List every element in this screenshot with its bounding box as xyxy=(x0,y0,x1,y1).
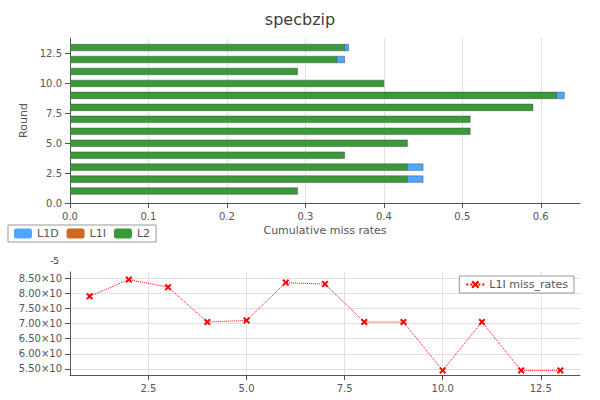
svg-text:0.0: 0.0 xyxy=(62,211,78,222)
svg-text:12.5: 12.5 xyxy=(530,383,552,394)
svg-text:7.00×10: 7.00×10 xyxy=(19,318,62,329)
svg-text:2.5: 2.5 xyxy=(46,168,62,179)
svg-text:10.0: 10.0 xyxy=(40,78,62,89)
svg-text:0.2: 0.2 xyxy=(219,211,235,222)
svg-text:10.0: 10.0 xyxy=(432,383,454,394)
svg-text:7.50×10: 7.50×10 xyxy=(19,303,62,314)
svg-text:L2: L2 xyxy=(137,227,150,240)
svg-text:0.1: 0.1 xyxy=(141,211,157,222)
svg-text:7.5: 7.5 xyxy=(337,383,353,394)
svg-text:8.50×10: 8.50×10 xyxy=(19,273,62,284)
svg-text:0.4: 0.4 xyxy=(376,211,392,222)
svg-text:6.50×10: 6.50×10 xyxy=(19,333,62,344)
svg-text:L1D: L1D xyxy=(37,227,59,240)
svg-text:Round: Round xyxy=(17,103,30,138)
svg-text:12.5: 12.5 xyxy=(40,48,62,59)
svg-text:L1I: L1I xyxy=(90,227,106,240)
svg-text:6.00×10: 6.00×10 xyxy=(19,348,62,359)
svg-text:5.0: 5.0 xyxy=(239,383,255,394)
svg-text:0.5: 0.5 xyxy=(454,211,470,222)
svg-text:2.5: 2.5 xyxy=(141,383,157,394)
svg-text:8.00×10: 8.00×10 xyxy=(19,288,62,299)
svg-text:5.0: 5.0 xyxy=(46,138,62,149)
svg-text:0.0: 0.0 xyxy=(46,198,62,209)
svg-text:L1I miss_rates: L1I miss_rates xyxy=(489,278,568,291)
svg-text:7.5: 7.5 xyxy=(46,108,62,119)
svg-text:5.50×10: 5.50×10 xyxy=(19,363,62,374)
svg-text:specbzip: specbzip xyxy=(265,10,335,29)
svg-text:Cumulative miss rates: Cumulative miss rates xyxy=(263,224,386,237)
svg-text:-5: -5 xyxy=(50,256,59,266)
svg-text:0.3: 0.3 xyxy=(297,211,313,222)
svg-text:0.6: 0.6 xyxy=(533,211,549,222)
